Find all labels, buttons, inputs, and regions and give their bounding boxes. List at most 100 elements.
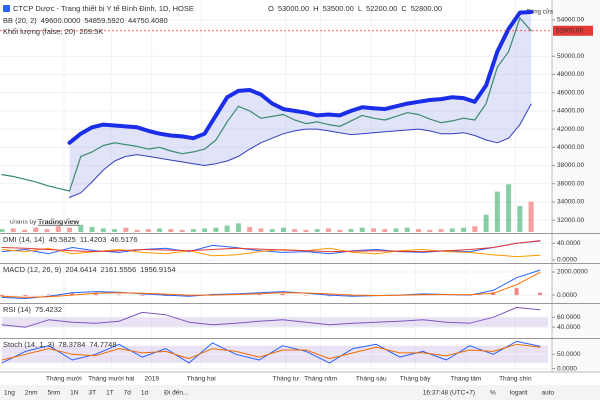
toolbar-bg [0,385,600,400]
scale-option[interactable]: logarit [510,390,528,397]
histogram-bar [140,295,145,296]
watermark: charts by [10,219,37,226]
volume-bar [359,227,365,232]
histogram-bar [257,294,262,296]
volume-bar [438,229,444,232]
scale-option[interactable]: % [490,390,496,397]
volume-bar [416,229,422,232]
volume-bar [371,228,377,232]
y-tick-label: 40.0000 [557,240,581,247]
y-tick-label: 40.0000 [557,324,581,331]
legend-text: H [313,4,318,13]
x-tick-label: Tháng hai [187,376,216,383]
volume-bar [269,229,275,232]
range-button[interactable]: 1N [70,390,79,397]
y-tick-label: 46000.00 [557,89,584,96]
x-tick-label: Tháng sáu [356,376,387,383]
y-tick-label: 32000.00 [557,217,584,224]
volume-bar [224,225,230,232]
y-tick-label: 44000.00 [557,108,584,115]
series-line [1,240,541,253]
x-tick-label: Tháng chín [499,376,532,383]
histogram-bar [93,293,98,296]
legend-text: 75.4232 [35,305,62,314]
volume-bar [10,228,16,232]
symbol-icon [3,5,10,12]
x-tick-label: Tháng năm [304,376,337,383]
volume-bar [213,227,219,232]
price-axis-bg [552,0,600,372]
volume-bar [157,228,163,232]
x-tick-label: Tháng bảy [400,376,431,383]
volume-bar [235,223,241,232]
volume-bar [112,229,118,232]
legend-text: 209.5K [79,27,103,36]
scale-option[interactable]: auto [542,390,555,397]
x-tick-label: Tháng tám [450,376,481,383]
series-line [69,103,532,198]
volume-bar [168,229,174,232]
volume-bar [348,229,354,232]
histogram-bar [514,288,519,296]
close-label: Đóng cửa [527,9,554,16]
volume-bar [179,229,185,232]
histogram-bar [280,293,285,296]
legend-text: C [401,4,407,13]
volume-bar [427,229,433,232]
legend-text: 1956.9154 [140,265,175,274]
range-button[interactable]: 1d [141,390,149,397]
volume-bar [483,214,489,232]
y-tick-label: 0.0000 [557,292,577,299]
volume-bar [134,229,140,232]
volume-bar [449,228,455,232]
goto-button[interactable]: Đi đến... [164,388,188,397]
legend-text: RSI (14) [3,305,31,314]
y-tick-label: 60.0000 [557,314,581,321]
volume-bar [67,227,73,232]
band [2,317,548,328]
range-button[interactable]: 1ng [4,390,15,397]
volume-bar [494,191,500,232]
volume-bar [337,229,343,232]
histogram-bar [538,292,542,296]
range-button[interactable]: 3T [88,390,96,397]
range-button[interactable]: 5nm [48,390,61,397]
legend-text: 78.3784 [58,340,85,349]
volume-bar [44,229,50,232]
watermark-brand[interactable]: TradingView [38,219,80,226]
legend-text: 52800.00 [411,4,442,13]
series-line [1,17,532,192]
volume-bar [393,228,399,232]
volume-bar [89,226,95,232]
volume-bar [404,227,410,232]
range-button[interactable]: 7d [124,390,132,397]
legend-text: 49600.0000 [41,16,81,25]
y-tick-label: 54000.00 [557,17,584,24]
x-tick-label: 2019 [144,376,159,383]
series-line [1,307,541,328]
legend-text: 52200.00 [366,4,397,13]
x-tick-label: Tháng mười [46,376,82,383]
legend-text: 53500.00 [323,4,354,13]
y-tick-label: 48000.00 [557,71,584,78]
volume-bar [55,226,61,232]
legend-text: O [268,4,274,13]
range-button[interactable]: 2nm [25,390,38,397]
y-tick-label: 50.0000 [557,351,581,358]
range-button[interactable]: 1T [106,390,114,397]
volume-bar [0,229,5,232]
legend-text: BB (20, 2) [3,16,37,25]
volume-bar [314,229,320,232]
legend-text: DMI (14, 14) [3,235,45,244]
legend-text: 53000.00 [278,4,309,13]
volume-bar [247,226,253,232]
volume-bar [517,206,523,232]
x-tick-label: Tháng mười hai [88,376,134,383]
y-tick-label: 0.0000 [557,257,577,264]
legend-text: 74.7748 [89,340,116,349]
clock: 16:37:48 (UTC+7) [423,390,475,397]
last-price-tag [553,25,593,36]
volume-bar [382,229,388,232]
